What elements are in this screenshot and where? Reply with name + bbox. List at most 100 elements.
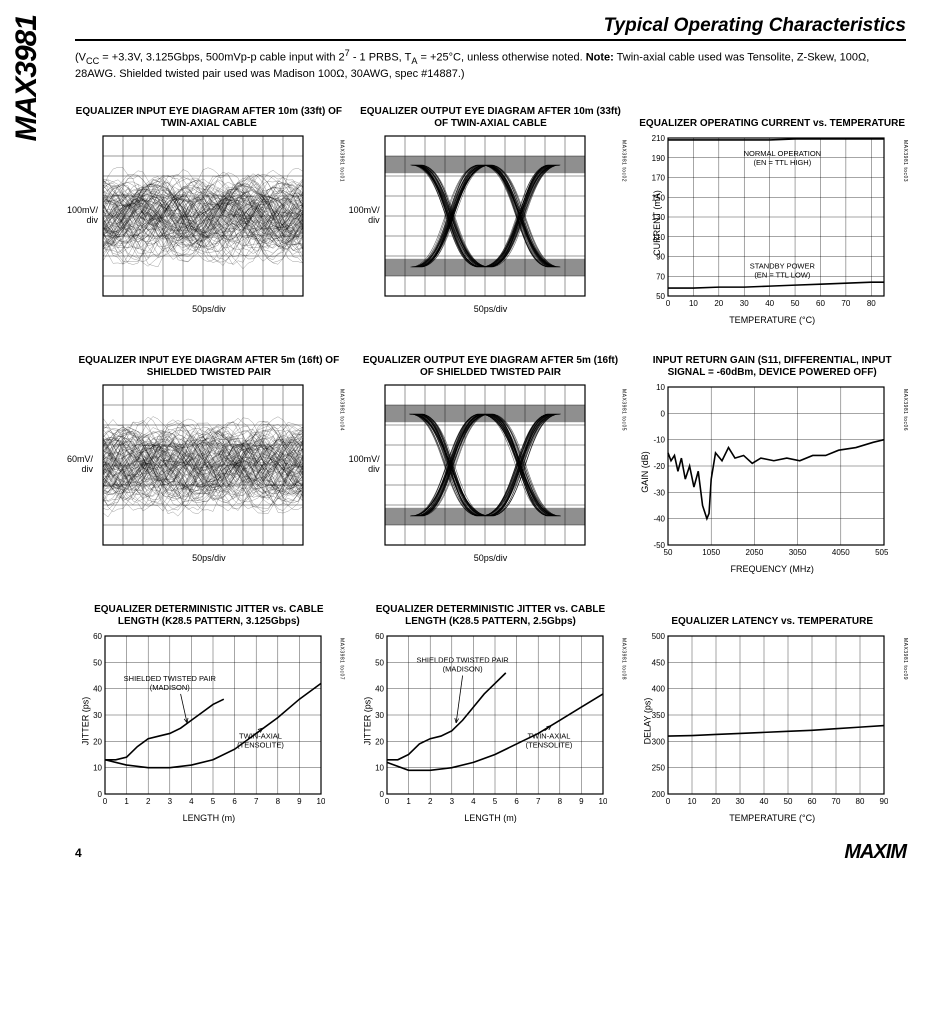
svg-text:SHIELDED TWISTED PAIR: SHIELDED TWISTED PAIR — [124, 674, 217, 683]
chart-toc07: EQUALIZER DETERMINISTIC JITTER vs. CABLE… — [75, 592, 343, 823]
svg-text:(EN = TTL HIGH): (EN = TTL HIGH) — [754, 158, 812, 167]
svg-text:20: 20 — [712, 797, 721, 806]
svg-text:50: 50 — [93, 658, 102, 667]
svg-text:6: 6 — [514, 797, 519, 806]
y-axis-label: GAIN (dB) — [640, 451, 650, 493]
svg-text:40: 40 — [766, 299, 775, 308]
svg-text:60: 60 — [808, 797, 817, 806]
x-scale-label: 50ps/div — [192, 553, 226, 563]
svg-text:50: 50 — [664, 548, 673, 557]
svg-text:3: 3 — [449, 797, 454, 806]
chart-box: 100mV/divMAX3981 toc05 — [357, 383, 625, 547]
svg-text:300: 300 — [652, 737, 666, 746]
svg-text:0: 0 — [661, 409, 666, 418]
svg-text:30: 30 — [736, 797, 745, 806]
svg-text:10: 10 — [93, 764, 102, 773]
svg-text:70: 70 — [832, 797, 841, 806]
svg-text:80: 80 — [867, 299, 876, 308]
svg-text:(MADISON): (MADISON) — [150, 683, 191, 692]
svg-text:5: 5 — [211, 797, 216, 806]
chart-box: 100mV/divMAX3981 toc01 — [75, 134, 343, 298]
svg-text:20: 20 — [715, 299, 724, 308]
svg-text:TWIN-AXIAL: TWIN-AXIAL — [527, 732, 570, 741]
chart-box: 0102030405060012345678910SHIELDED TWISTE… — [357, 632, 625, 810]
svg-text:10: 10 — [598, 797, 606, 806]
svg-text:450: 450 — [652, 658, 666, 667]
svg-text:60: 60 — [816, 299, 825, 308]
x-axis-label: FREQUENCY (MHz) — [730, 564, 813, 574]
svg-text:10: 10 — [688, 797, 697, 806]
toc-label: MAX3981 toc07 — [339, 638, 345, 680]
page-number: 4 — [75, 846, 82, 860]
toc-label: MAX3981 toc03 — [902, 140, 908, 182]
y-scale-label: 100mV/div — [349, 455, 380, 475]
svg-text:(TENSOLITE): (TENSOLITE) — [525, 741, 572, 750]
svg-text:(TENSOLITE): (TENSOLITE) — [237, 741, 284, 750]
chart-box: 5070901101301501701902100102030405060708… — [638, 134, 906, 312]
svg-text:10: 10 — [689, 299, 698, 308]
x-axis-label: TEMPERATURE (°C) — [729, 315, 815, 325]
svg-text:70: 70 — [842, 299, 851, 308]
svg-text:210: 210 — [652, 134, 666, 143]
svg-text:350: 350 — [652, 711, 666, 720]
chart-title: INPUT RETURN GAIN (S11, DIFFERENTIAL, IN… — [638, 343, 906, 379]
maxim-logo: MAXIM — [844, 841, 906, 864]
svg-text:-10: -10 — [654, 436, 666, 445]
svg-text:60: 60 — [375, 632, 384, 641]
svg-text:30: 30 — [93, 711, 102, 720]
svg-text:STANDBY POWER: STANDBY POWER — [750, 261, 816, 270]
svg-text:170: 170 — [652, 174, 666, 183]
chart-toc04: EQUALIZER INPUT EYE DIAGRAM AFTER 5m (16… — [75, 343, 343, 574]
svg-text:20: 20 — [93, 737, 102, 746]
svg-text:90: 90 — [880, 797, 888, 806]
svg-text:10: 10 — [375, 764, 384, 773]
chart-toc08: EQUALIZER DETERMINISTIC JITTER vs. CABLE… — [357, 592, 625, 823]
x-axis-label: LENGTH (m) — [464, 813, 517, 823]
svg-text:1: 1 — [406, 797, 411, 806]
y-axis-label: JITTER (ps) — [80, 697, 90, 746]
chart-title: EQUALIZER DETERMINISTIC JITTER vs. CABLE… — [357, 592, 625, 628]
svg-text:-30: -30 — [654, 488, 666, 497]
part-number: MAX3981 — [10, 15, 44, 141]
svg-text:7: 7 — [536, 797, 541, 806]
svg-text:5: 5 — [492, 797, 497, 806]
chart-box: 60mV/divMAX3981 toc04 — [75, 383, 343, 547]
chart-title: EQUALIZER DETERMINISTIC JITTER vs. CABLE… — [75, 592, 343, 628]
svg-text:200: 200 — [652, 790, 666, 799]
toc-label: MAX3981 toc09 — [902, 638, 908, 680]
toc-label: MAX3981 toc06 — [902, 389, 908, 431]
chart-grid: EQUALIZER INPUT EYE DIAGRAM AFTER 10m (3… — [75, 94, 906, 823]
chart-title: EQUALIZER LATENCY vs. TEMPERATURE — [671, 592, 873, 628]
svg-text:190: 190 — [652, 154, 666, 163]
svg-text:8: 8 — [276, 797, 281, 806]
svg-text:2050: 2050 — [746, 548, 764, 557]
svg-text:6: 6 — [232, 797, 237, 806]
chart-box: 100mV/divMAX3981 toc02 — [357, 134, 625, 298]
svg-text:50: 50 — [784, 797, 793, 806]
chart-box: -50-40-30-20-100105010502050305040505050… — [638, 383, 906, 561]
toc-label: MAX3981 toc01 — [339, 140, 345, 182]
svg-text:-20: -20 — [654, 462, 666, 471]
svg-text:40: 40 — [375, 685, 384, 694]
svg-text:20: 20 — [375, 737, 384, 746]
x-axis-label: TEMPERATURE (°C) — [729, 813, 815, 823]
svg-text:30: 30 — [740, 299, 749, 308]
chart-toc01: EQUALIZER INPUT EYE DIAGRAM AFTER 10m (3… — [75, 94, 343, 325]
toc-label: MAX3981 toc08 — [620, 638, 626, 680]
svg-text:50: 50 — [656, 292, 665, 301]
svg-text:250: 250 — [652, 764, 666, 773]
svg-text:5050: 5050 — [875, 548, 888, 557]
svg-text:0: 0 — [666, 797, 671, 806]
svg-text:60: 60 — [93, 632, 102, 641]
svg-text:1050: 1050 — [703, 548, 721, 557]
svg-text:400: 400 — [652, 685, 666, 694]
svg-text:9: 9 — [579, 797, 584, 806]
svg-text:80: 80 — [856, 797, 865, 806]
test-conditions: (VCC = +3.3V, 3.125Gbps, 500mVp-p cable … — [75, 47, 906, 82]
chart-toc02: EQUALIZER OUTPUT EYE DIAGRAM AFTER 10m (… — [357, 94, 625, 325]
svg-text:4: 4 — [471, 797, 476, 806]
svg-text:-40: -40 — [654, 515, 666, 524]
chart-title: EQUALIZER OPERATING CURRENT vs. TEMPERAT… — [639, 94, 905, 130]
svg-text:50: 50 — [375, 658, 384, 667]
svg-text:4: 4 — [189, 797, 194, 806]
